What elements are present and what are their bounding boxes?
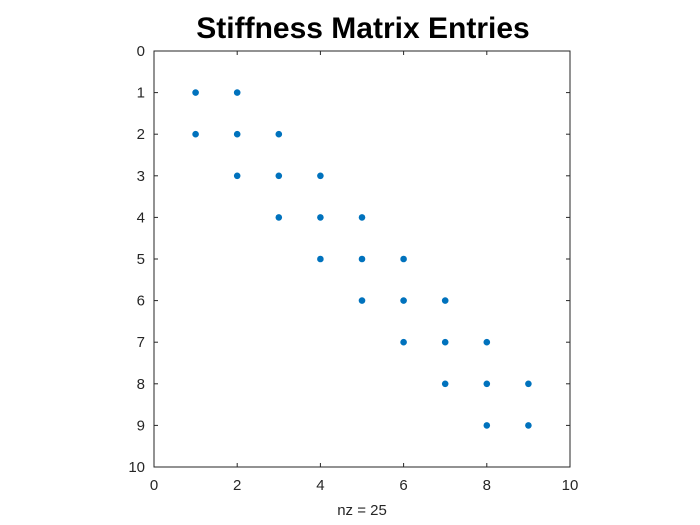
data-point	[275, 130, 283, 138]
data-point	[441, 338, 449, 346]
data-point	[317, 255, 324, 263]
y-tick-label: 8	[137, 376, 145, 393]
data-point	[275, 214, 283, 221]
x-tick-label: 2	[233, 477, 241, 494]
data-point	[525, 422, 532, 429]
data-point	[525, 380, 532, 388]
x-tick-label: 6	[399, 477, 407, 494]
data-point	[400, 338, 407, 346]
y-tick-label: 6	[137, 293, 145, 310]
y-tick-label: 3	[137, 168, 145, 185]
data-point	[233, 130, 241, 138]
x-axis: 0 2 4 6 8 10	[150, 51, 579, 494]
data-point	[358, 214, 366, 221]
data-point	[400, 297, 407, 304]
y-tick-label: 10	[128, 459, 145, 476]
y-tick-label: 4	[137, 209, 145, 226]
data-point	[400, 255, 407, 263]
y-tick-label: 7	[137, 334, 145, 351]
x-tick-label: 10	[562, 477, 579, 494]
x-tick-label: 4	[316, 477, 324, 494]
data-point	[233, 89, 241, 96]
data-points	[192, 89, 532, 429]
y-tick-label: 9	[137, 417, 145, 434]
data-point	[192, 89, 199, 96]
data-point	[233, 172, 241, 180]
data-point	[441, 380, 449, 388]
y-tick-label: 2	[137, 126, 145, 143]
data-point	[358, 297, 366, 304]
y-tick-label: 1	[137, 85, 145, 102]
chart-title: Stiffness Matrix Entries	[196, 12, 529, 45]
data-point	[358, 255, 366, 263]
x-axis-label: nz = 25	[337, 502, 387, 519]
x-tick-label: 8	[483, 477, 491, 494]
data-point	[317, 214, 324, 221]
data-point	[275, 172, 283, 180]
data-point	[317, 172, 324, 180]
data-point	[192, 130, 199, 138]
y-axis: 0 1 2 3 4 5 6 7 8 9 10	[128, 43, 570, 476]
data-point	[483, 422, 491, 429]
data-point	[483, 338, 491, 346]
y-tick-label: 5	[137, 251, 145, 268]
data-point	[483, 380, 491, 388]
data-point	[441, 297, 449, 304]
y-tick-label: 0	[137, 43, 145, 60]
x-tick-label: 0	[150, 477, 158, 494]
